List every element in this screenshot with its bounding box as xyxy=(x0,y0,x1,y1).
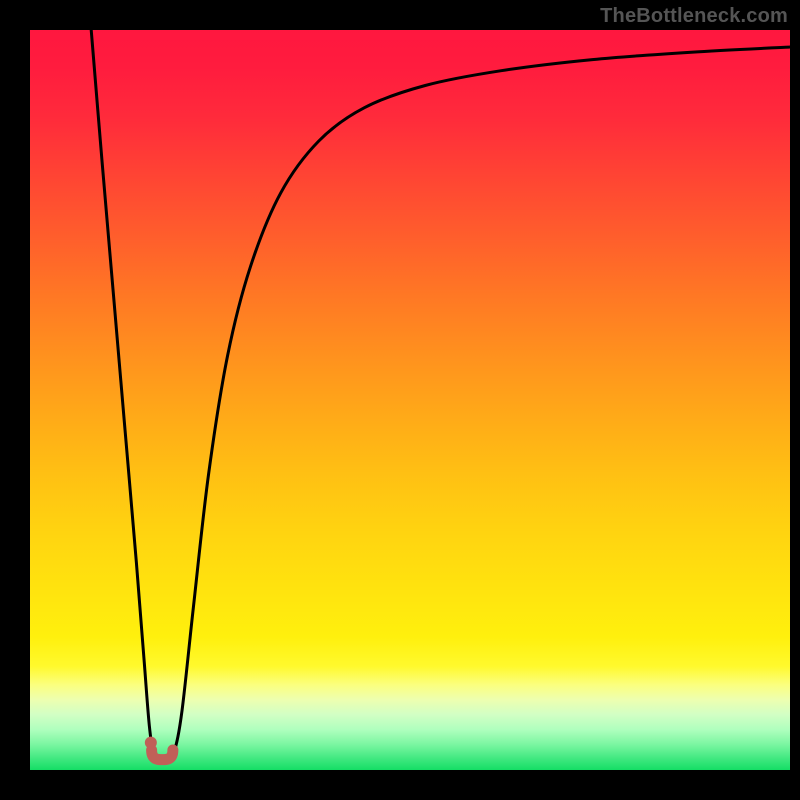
chart-container: TheBottleneck.com xyxy=(0,0,800,800)
trough-dot xyxy=(145,737,157,749)
watermark-label: TheBottleneck.com xyxy=(600,5,788,28)
bottleneck-chart xyxy=(0,0,800,800)
